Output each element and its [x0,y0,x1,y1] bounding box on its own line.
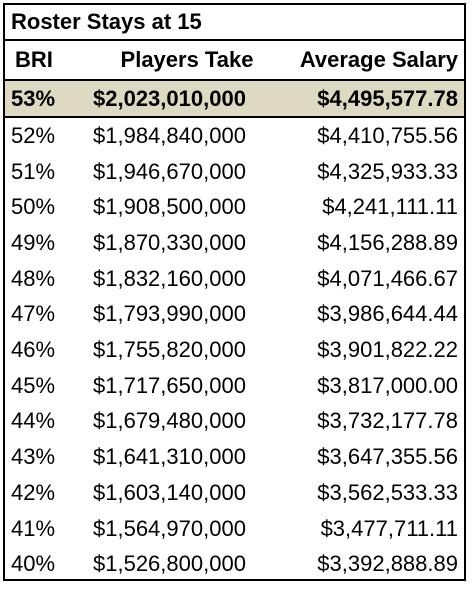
cell-bri: 51% [11,158,56,184]
cell-bri: 52% [11,122,56,148]
table-row: 47% $1,793,990,000 $3,986,644.44 [5,297,464,333]
roster-table: Roster Stays at 15 BRI Players Take Aver… [3,3,466,581]
cell-average-salary: $4,156,288.89 [317,229,458,255]
cell-players-take: $1,832,160,000 [93,265,246,291]
cell-average-salary: $4,410,755.56 [317,122,458,148]
cell-players-take: $1,984,840,000 [93,122,246,148]
cell-players-take: $1,908,500,000 [93,194,246,220]
cell-players-take: $1,717,650,000 [93,372,246,398]
cell-bri: 50% [11,194,56,220]
cell-bri: 41% [11,515,56,541]
table-row: 42% $1,603,140,000 $3,562,533.33 [5,475,464,511]
cell-players-take: $2,023,010,000 [93,85,246,111]
cell-bri: 44% [11,408,56,434]
cell-bri: 49% [11,229,56,255]
cell-average-salary: $3,986,644.44 [317,301,458,327]
cell-average-salary: $4,241,111.11 [322,194,458,220]
cell-bri: 42% [11,479,56,505]
table-row: 40% $1,526,800,000 $3,392,888.89 [5,546,464,582]
cell-players-take: $1,755,820,000 [93,337,246,363]
cell-players-take: $1,870,330,000 [93,229,246,255]
header-average-salary: Average Salary [299,47,458,72]
cell-players-take: $1,526,800,000 [93,551,246,577]
table-header-row: BRI Players Take Average Salary [5,41,464,81]
table-row: 50% $1,908,500,000 $4,241,111.11 [5,189,464,225]
table-row: 44% $1,679,480,000 $3,732,177.78 [5,404,464,440]
cell-average-salary: $3,477,711.11 [320,515,458,541]
table-row: 48% $1,832,160,000 $4,071,466.67 [5,261,464,297]
table-row: 46% $1,755,820,000 $3,901,822.22 [5,332,464,368]
cell-average-salary: $4,325,933.33 [317,158,458,184]
table-title-text: Roster Stays at 15 [11,9,202,34]
cell-players-take: $1,603,140,000 [93,479,246,505]
table-row: 51% $1,946,670,000 $4,325,933.33 [5,154,464,190]
table-title: Roster Stays at 15 [5,5,464,41]
table-row: 41% $1,564,970,000 $3,477,711.11 [5,511,464,547]
cell-players-take: $1,946,670,000 [93,158,246,184]
cell-players-take: $1,679,480,000 [93,408,246,434]
cell-bri: 45% [11,372,56,398]
cell-bri: 48% [11,265,56,291]
table-row: 53% $2,023,010,000 $4,495,577.78 [5,81,464,118]
cell-players-take: $1,564,970,000 [93,515,246,541]
cell-average-salary: $3,647,355.56 [317,444,458,470]
header-players-take: Players Take [120,47,254,72]
cell-average-salary: $3,562,533.33 [317,479,458,505]
cell-average-salary: $4,071,466.67 [317,265,458,291]
cell-average-salary: $3,817,000.00 [317,372,458,398]
cell-bri: 47% [11,301,56,327]
cell-average-salary: $3,392,888.89 [317,551,458,577]
cell-average-salary: $3,901,822.22 [317,337,458,363]
header-bri: BRI [15,47,53,72]
table-row: 52% $1,984,840,000 $4,410,755.56 [5,118,464,154]
cell-bri: 46% [11,337,56,363]
cell-bri: 43% [11,444,56,470]
cell-average-salary: $4,495,577.78 [317,85,458,111]
cell-bri: 53% [11,85,56,111]
table-row: 49% $1,870,330,000 $4,156,288.89 [5,225,464,261]
table-row: 45% $1,717,650,000 $3,817,000.00 [5,368,464,404]
cell-players-take: $1,793,990,000 [93,301,246,327]
table-row: 43% $1,641,310,000 $3,647,355.56 [5,439,464,475]
cell-players-take: $1,641,310,000 [93,444,246,470]
cell-average-salary: $3,732,177.78 [317,408,458,434]
table-body: 53% $2,023,010,000 $4,495,577.78 52% $1,984,… [5,81,464,582]
cell-bri: 40% [11,551,56,577]
